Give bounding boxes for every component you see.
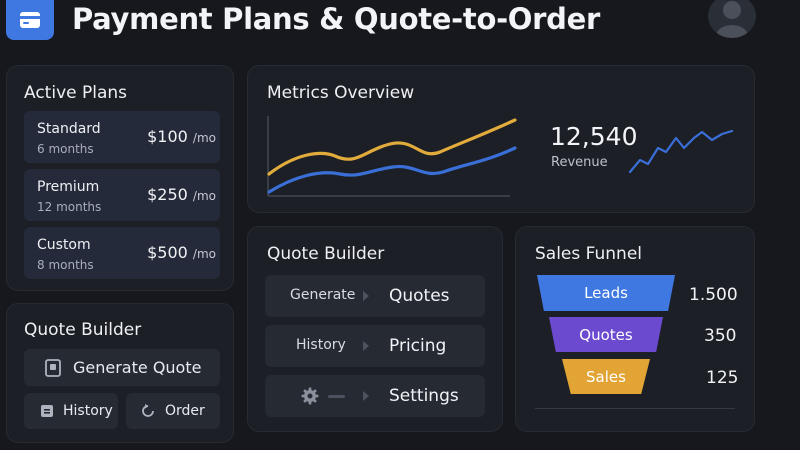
sales-funnel-title: Sales Funnel — [535, 244, 643, 264]
generate-quote-button[interactable]: Generate Quote — [24, 349, 220, 386]
plan-duration: 8 months — [37, 258, 94, 272]
chevron-right-icon — [363, 291, 369, 301]
plan-price: $100 /mo — [147, 127, 216, 146]
chevron-right-icon — [363, 341, 369, 351]
plan-duration: 6 months — [37, 142, 94, 156]
plan-price: $250 /mo — [147, 185, 216, 204]
funnel-stage-label: Sales — [586, 367, 626, 386]
sparkline-series — [628, 129, 734, 174]
quote-builder-small-title: Quote Builder — [24, 320, 142, 340]
quote-row-right-label: Pricing — [389, 336, 447, 356]
quote-row-left-label: Generate — [290, 287, 356, 303]
quote-builder-row-quotes[interactable]: Generate Quotes — [265, 275, 485, 317]
credit-card-icon — [20, 12, 40, 28]
plan-row-custom[interactable]: Custom 8 months $500 /mo — [24, 227, 220, 279]
quote-builder-title: Quote Builder — [267, 244, 385, 264]
funnel-stage-value: 125 — [706, 368, 739, 388]
plan-price-unit: /mo — [192, 131, 216, 145]
plan-duration: 12 months — [37, 200, 102, 214]
page-title: Payment Plans & Quote-to-Order — [72, 2, 600, 36]
plan-price-amount: $250 — [147, 185, 188, 204]
revenue-sparkline — [628, 129, 734, 174]
funnel-stage-label: Leads — [584, 284, 628, 302]
sales-funnel-card: Sales Funnel Leads 1.500 Quotes 350 Sale… — [515, 226, 755, 432]
chart-series-a — [267, 118, 517, 176]
generate-quote-label: Generate Quote — [73, 358, 202, 377]
plan-price-unit: /mo — [192, 189, 216, 203]
user-avatar-icon — [716, 1, 748, 38]
plan-price-amount: $500 — [147, 243, 188, 262]
quote-builder-row-settings[interactable]: Settings — [265, 375, 485, 417]
plan-price-unit: /mo — [192, 247, 216, 261]
metrics-line-chart — [267, 116, 517, 197]
plan-name: Standard — [37, 121, 101, 137]
plan-name: Premium — [37, 179, 100, 195]
plan-price: $500 /mo — [147, 243, 216, 262]
quote-builder-small-card: Quote Builder Generate Quote History Ord… — [6, 303, 234, 443]
metrics-overview-title: Metrics Overview — [267, 83, 415, 103]
revenue-value: 12,540 — [550, 122, 638, 151]
active-plans-title: Active Plans — [24, 83, 128, 103]
quote-builder-card: Quote Builder Generate Quotes History Pr… — [247, 226, 503, 432]
quote-row-right-label: Settings — [389, 386, 459, 406]
plan-row-standard[interactable]: Standard 6 months $100 /mo — [24, 111, 220, 163]
plan-price-amount: $100 — [147, 127, 188, 146]
funnel-stage-label: Quotes — [579, 325, 633, 344]
archive-icon — [41, 405, 53, 417]
refresh-icon — [142, 404, 154, 417]
plan-name: Custom — [37, 237, 91, 253]
document-icon — [45, 358, 61, 377]
active-plans-card: Active Plans Standard 6 months $100 /mo … — [6, 65, 234, 291]
funnel-stage-leads[interactable]: Leads — [537, 275, 675, 311]
chevron-right-icon — [363, 391, 369, 401]
funnel-stage-value: 350 — [704, 326, 737, 346]
user-avatar[interactable] — [708, 0, 756, 38]
chart-series-b — [267, 146, 517, 194]
gear-icon — [301, 387, 319, 405]
funnel-stage-sales[interactable]: Sales — [562, 359, 650, 394]
plan-row-premium[interactable]: Premium 12 months $250 /mo — [24, 169, 220, 221]
quote-row-right-label: Quotes — [389, 286, 450, 306]
metrics-overview-card: Metrics Overview 12,540 Revenue — [247, 65, 755, 213]
order-label: Order — [165, 403, 205, 419]
app-logo[interactable] — [6, 0, 54, 40]
funnel-stage-quotes[interactable]: Quotes — [549, 317, 663, 352]
order-button[interactable]: Order — [126, 393, 220, 429]
history-button[interactable]: History — [24, 393, 118, 429]
quote-builder-row-pricing[interactable]: History Pricing — [265, 325, 485, 367]
funnel-divider — [535, 408, 735, 409]
revenue-label: Revenue — [551, 155, 608, 170]
funnel-stage-value: 1.500 — [689, 285, 738, 305]
separator-dash — [328, 395, 345, 398]
quote-row-left-label: History — [296, 337, 346, 353]
history-label: History — [63, 403, 113, 419]
